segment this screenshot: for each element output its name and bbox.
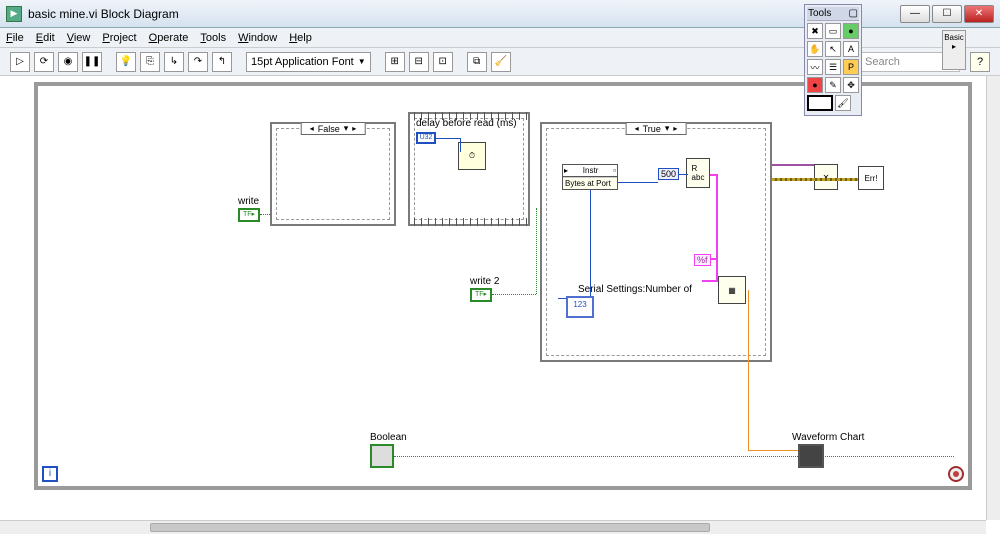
loop-stop-terminal[interactable] bbox=[948, 466, 964, 482]
visa-property-node[interactable]: ▸Instr▫ Bytes at Port bbox=[562, 164, 618, 190]
delay-label: delay before read (ms) bbox=[416, 118, 517, 129]
tool-scroll[interactable]: ✥ bbox=[843, 77, 859, 93]
tool-text[interactable]: A bbox=[843, 41, 859, 57]
tool-position[interactable]: ↖ bbox=[825, 41, 841, 57]
tool-breakpoint[interactable]: ● bbox=[807, 77, 823, 93]
serial-settings-label: Serial Settings:Number of bbox=[578, 284, 692, 295]
highlight-button[interactable]: 💡 bbox=[116, 52, 136, 72]
chart-label: Waveform Chart bbox=[792, 432, 864, 443]
block-diagram[interactable]: VISA resource name I/O baud rate U32 dat… bbox=[0, 76, 1000, 520]
write-label: write bbox=[238, 196, 259, 207]
run-button[interactable]: ▷ bbox=[10, 52, 30, 72]
align-button[interactable]: ⊞ bbox=[385, 52, 405, 72]
window-minimize-button[interactable] bbox=[900, 5, 930, 23]
format-string-constant[interactable]: %f bbox=[694, 254, 711, 266]
v-scrollbar[interactable] bbox=[986, 76, 1000, 520]
retain-button[interactable]: ⎘ bbox=[140, 52, 160, 72]
boolean-label: Boolean bbox=[370, 432, 407, 443]
font-selector[interactable]: 15pt Application Font ▼ bbox=[246, 52, 371, 72]
loop-iteration-terminal[interactable]: i bbox=[42, 466, 58, 482]
run-cont-button[interactable]: ⟳ bbox=[34, 52, 54, 72]
tools-pin-icon[interactable]: ▢ bbox=[849, 8, 858, 19]
boolean-control[interactable] bbox=[370, 444, 394, 468]
write-indicator[interactable]: TF▸ bbox=[238, 208, 260, 222]
tool-blank[interactable]: ▭ bbox=[825, 23, 841, 39]
case-selector-true[interactable]: True ▾ bbox=[626, 122, 687, 135]
while-loop[interactable]: i False ▾ write TF▸ delay before read (m… bbox=[34, 82, 972, 490]
distribute-button[interactable]: ⊟ bbox=[409, 52, 429, 72]
menu-help[interactable]: Help bbox=[289, 32, 312, 44]
case-structure-true[interactable]: True ▾ bbox=[540, 122, 772, 362]
menu-file[interactable]: File bbox=[6, 32, 24, 44]
context-help-button[interactable]: ? bbox=[970, 52, 990, 72]
write2-label: write 2 bbox=[470, 276, 499, 287]
menu-tools[interactable]: Tools bbox=[200, 32, 226, 44]
step-over-button[interactable]: ↷ bbox=[188, 52, 208, 72]
tool-led[interactable]: ● bbox=[843, 23, 859, 39]
step-into-button[interactable]: ↳ bbox=[164, 52, 184, 72]
tool-probe[interactable]: P bbox=[843, 59, 859, 75]
tool-operate[interactable]: ✋ bbox=[807, 41, 823, 57]
case-selector-false[interactable]: False ▾ bbox=[301, 122, 366, 135]
tool-color-paint[interactable]: 🖌 bbox=[835, 95, 851, 111]
read-bytes-constant[interactable]: 500 bbox=[658, 168, 679, 180]
tool-color-copy[interactable]: ✎ bbox=[825, 77, 841, 93]
tool-shortcut[interactable]: ☰ bbox=[825, 59, 841, 75]
tool-wire[interactable]: 〰 bbox=[807, 59, 823, 75]
wait-ms-node[interactable]: ⏱ bbox=[458, 142, 486, 170]
menu-operate[interactable]: Operate bbox=[149, 32, 189, 44]
abort-button[interactable]: ◉ bbox=[58, 52, 78, 72]
menu-edit[interactable]: Edit bbox=[36, 32, 55, 44]
reorder-button[interactable]: ⧉ bbox=[467, 52, 487, 72]
window-close-button[interactable] bbox=[964, 5, 994, 23]
resize-button[interactable]: ⊡ bbox=[433, 52, 453, 72]
window-maximize-button[interactable] bbox=[932, 5, 962, 23]
font-label: 15pt Application Font bbox=[251, 56, 354, 68]
app-icon: ▶ bbox=[6, 6, 22, 22]
h-scroll-thumb[interactable] bbox=[150, 523, 710, 532]
error-handler-node[interactable]: Err! bbox=[858, 166, 884, 190]
window-title: basic mine.vi Block Diagram bbox=[28, 7, 179, 21]
case-structure-false[interactable]: False ▾ bbox=[270, 122, 396, 226]
step-out-button[interactable]: ↰ bbox=[212, 52, 232, 72]
tools-palette[interactable]: Tools▢ ✖▭● ✋↖A 〰☰P ●✎✥ 🖌 bbox=[804, 4, 862, 116]
serial-settings-node[interactable]: 123 bbox=[566, 296, 594, 318]
menu-project[interactable]: Project bbox=[102, 32, 136, 44]
tool-auto[interactable]: ✖ bbox=[807, 23, 823, 39]
write2-indicator[interactable]: TF▸ bbox=[470, 288, 492, 302]
tool-color-fg[interactable] bbox=[807, 95, 833, 111]
scan-from-string-node[interactable]: ▦ bbox=[718, 276, 746, 304]
h-scrollbar[interactable] bbox=[0, 520, 986, 534]
tools-title: Tools bbox=[808, 8, 831, 19]
prop-bytes-at-port[interactable]: Bytes at Port bbox=[563, 177, 617, 189]
cleanup-button[interactable]: 🧹 bbox=[491, 52, 511, 72]
visa-close-node[interactable]: ✕ bbox=[814, 164, 838, 190]
menu-view[interactable]: View bbox=[67, 32, 91, 44]
search-placeholder: Search bbox=[865, 56, 900, 68]
delay-terminal[interactable]: U32 bbox=[416, 132, 436, 144]
menu-window[interactable]: Window bbox=[238, 32, 277, 44]
waveform-chart-terminal[interactable] bbox=[798, 444, 824, 468]
flat-sequence[interactable] bbox=[408, 112, 530, 226]
basic-palette-toggle[interactable]: Basic▸ bbox=[942, 30, 966, 70]
visa-read-node[interactable]: Rabc bbox=[686, 158, 710, 188]
pause-button[interactable]: ❚❚ bbox=[82, 52, 102, 72]
